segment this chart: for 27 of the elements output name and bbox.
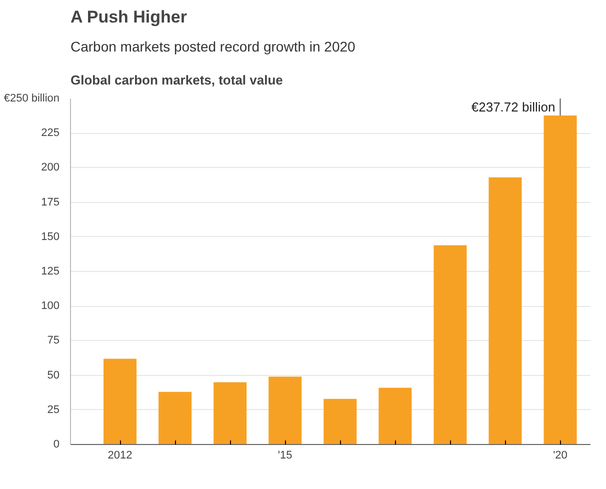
- x-tick-label: '20: [553, 450, 568, 462]
- bar: [434, 245, 467, 444]
- x-tick-label: '15: [278, 450, 292, 462]
- y-tick-label: 125: [41, 266, 60, 278]
- y-tick-label: 50: [47, 369, 60, 382]
- bar: [544, 115, 577, 444]
- y-tick-label: €250 billion: [4, 92, 60, 104]
- y-tick-label: 100: [41, 300, 60, 312]
- y-tick-label: 175: [41, 196, 60, 208]
- y-tick-label: 75: [47, 334, 60, 347]
- bar: [488, 177, 522, 444]
- bar: [268, 376, 302, 444]
- y-axis-title: Global carbon markets, total value: [70, 72, 283, 88]
- x-tick-label: 2012: [108, 450, 132, 462]
- chart-subtitle: Carbon markets posted record growth in 2020: [70, 38, 356, 54]
- bar: [104, 358, 137, 444]
- y-tick-label: 200: [41, 162, 60, 174]
- y-tick-label: 225: [41, 127, 60, 140]
- y-tick-label: 0: [53, 438, 60, 450]
- bar: [324, 398, 357, 444]
- chart-title: A Push Higher: [70, 8, 188, 26]
- y-tick-label: 25: [47, 404, 60, 416]
- bar: [378, 388, 412, 444]
- y-tick-label: 150: [41, 230, 60, 243]
- annotation: €237.72 billion: [471, 100, 556, 114]
- bar: [158, 392, 192, 444]
- bar: [214, 382, 247, 444]
